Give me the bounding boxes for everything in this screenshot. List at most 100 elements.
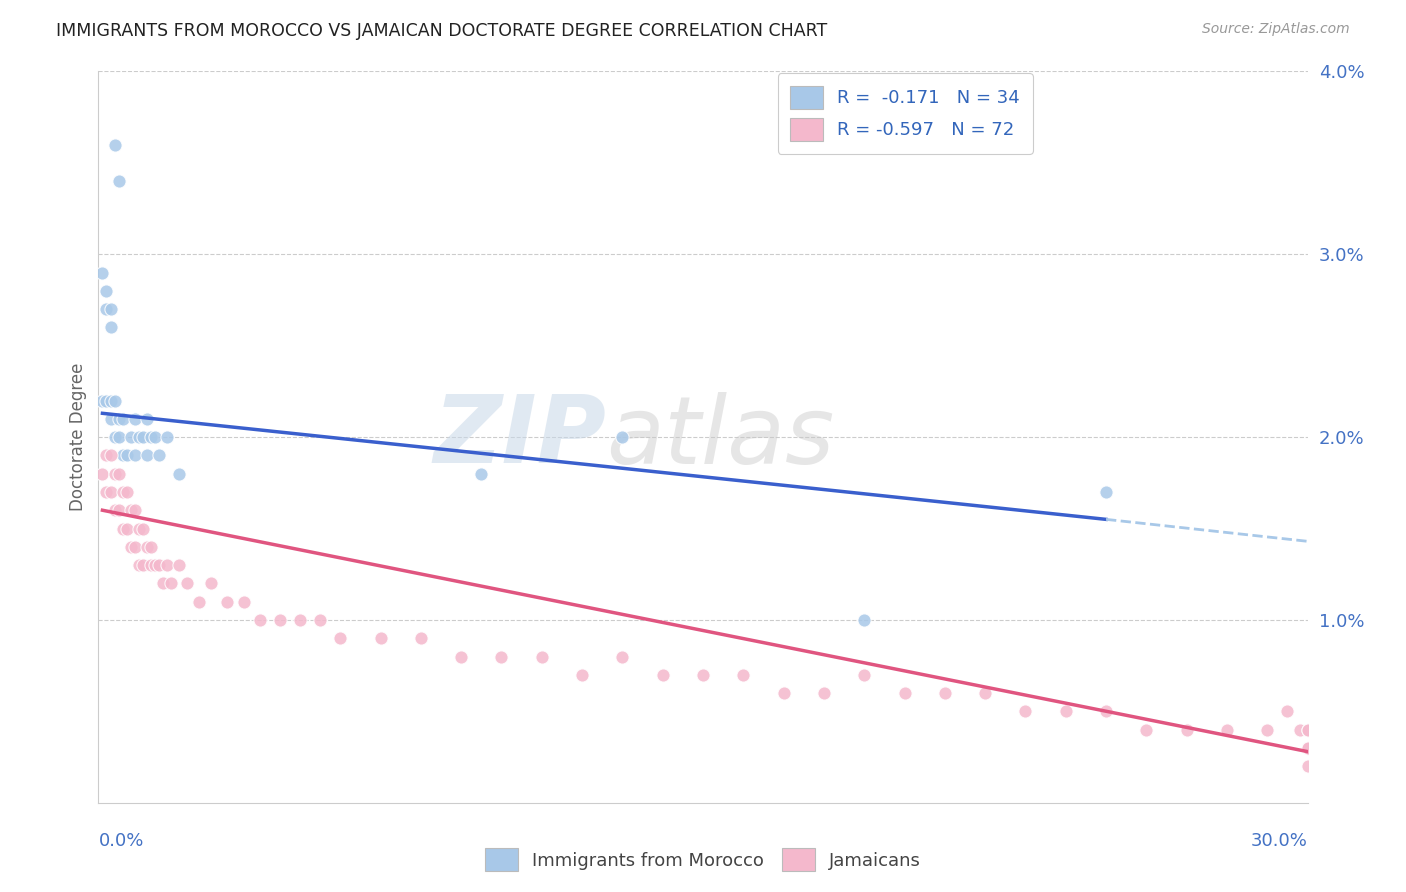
Point <box>409 632 432 646</box>
Point <box>156 430 179 444</box>
Point <box>91 467 114 481</box>
Point <box>217 595 239 609</box>
Point <box>91 266 114 280</box>
Point <box>152 576 174 591</box>
Point <box>103 393 125 408</box>
Point <box>115 485 138 500</box>
Point <box>128 521 150 535</box>
Point <box>132 521 155 535</box>
Point <box>124 449 146 463</box>
Point <box>111 521 134 535</box>
Point <box>733 667 755 681</box>
Point <box>470 467 492 481</box>
Point <box>651 667 673 681</box>
Point <box>249 613 271 627</box>
Point <box>135 540 157 554</box>
Point <box>530 649 553 664</box>
Point <box>96 302 118 317</box>
Point <box>96 485 118 500</box>
Point <box>1095 705 1118 719</box>
Point <box>692 667 714 681</box>
Point <box>974 686 997 700</box>
Point <box>612 649 634 664</box>
Point <box>107 467 129 481</box>
Point <box>115 449 138 463</box>
Point <box>124 540 146 554</box>
Point <box>107 174 129 188</box>
Point <box>571 667 593 681</box>
Point <box>100 302 122 317</box>
Point <box>100 412 122 426</box>
Point <box>288 613 311 627</box>
Text: 0.0%: 0.0% <box>98 832 143 850</box>
Point <box>120 503 142 517</box>
Point <box>107 503 129 517</box>
Point <box>853 613 876 627</box>
Point <box>1296 740 1319 755</box>
Point <box>100 449 122 463</box>
Text: 30.0%: 30.0% <box>1251 832 1308 850</box>
Point <box>309 613 332 627</box>
Point <box>893 686 915 700</box>
Point <box>1296 740 1319 755</box>
Point <box>100 485 122 500</box>
Text: atlas: atlas <box>606 392 835 483</box>
Point <box>100 393 122 408</box>
Point <box>107 430 129 444</box>
Point <box>1296 740 1319 755</box>
Point <box>1296 740 1319 755</box>
Text: IMMIGRANTS FROM MOROCCO VS JAMAICAN DOCTORATE DEGREE CORRELATION CHART: IMMIGRANTS FROM MOROCCO VS JAMAICAN DOCT… <box>56 22 828 40</box>
Point <box>103 430 125 444</box>
Point <box>232 595 254 609</box>
Point <box>111 449 134 463</box>
Point <box>124 412 146 426</box>
Legend: Immigrants from Morocco, Jamaicans: Immigrants from Morocco, Jamaicans <box>478 841 928 879</box>
Point <box>813 686 835 700</box>
Point <box>139 558 162 573</box>
Point <box>853 667 876 681</box>
Point <box>100 320 122 334</box>
Point <box>1095 485 1118 500</box>
Point <box>934 686 956 700</box>
Point <box>128 430 150 444</box>
Point <box>188 595 211 609</box>
Point <box>111 485 134 500</box>
Point <box>160 576 183 591</box>
Legend: R =  -0.171   N = 34, R = -0.597   N = 72: R = -0.171 N = 34, R = -0.597 N = 72 <box>778 73 1032 153</box>
Point <box>120 430 142 444</box>
Point <box>128 558 150 573</box>
Point <box>1216 723 1239 737</box>
Point <box>103 467 125 481</box>
Point <box>329 632 352 646</box>
Y-axis label: Doctorate Degree: Doctorate Degree <box>69 363 87 511</box>
Point <box>103 503 125 517</box>
Point <box>1054 705 1077 719</box>
Point <box>115 521 138 535</box>
Point <box>167 558 190 573</box>
Point <box>1014 705 1036 719</box>
Point <box>124 503 146 517</box>
Point <box>148 558 170 573</box>
Point <box>156 558 179 573</box>
Point <box>612 430 634 444</box>
Point <box>370 632 392 646</box>
Point <box>200 576 222 591</box>
Text: ZIP: ZIP <box>433 391 606 483</box>
Point <box>143 558 166 573</box>
Point <box>103 137 125 152</box>
Point <box>1175 723 1198 737</box>
Text: Source: ZipAtlas.com: Source: ZipAtlas.com <box>1202 22 1350 37</box>
Point <box>132 430 155 444</box>
Point <box>111 412 134 426</box>
Point <box>132 558 155 573</box>
Point <box>120 540 142 554</box>
Point <box>1277 705 1299 719</box>
Point <box>107 412 129 426</box>
Point <box>139 430 162 444</box>
Point <box>96 393 118 408</box>
Point <box>1288 723 1310 737</box>
Point <box>450 649 472 664</box>
Point <box>96 284 118 298</box>
Point <box>135 449 157 463</box>
Point <box>167 467 190 481</box>
